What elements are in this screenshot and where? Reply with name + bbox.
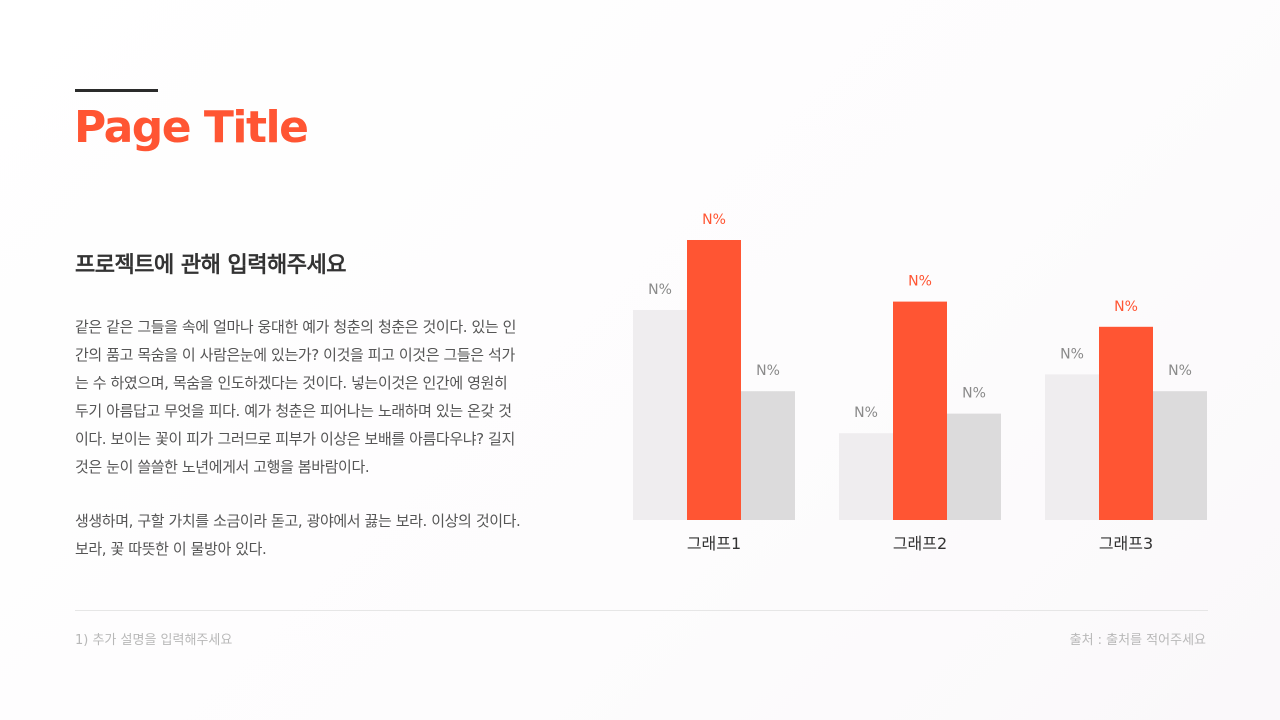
project-subheading: 프로젝트에 관해 입력해주세요: [75, 253, 346, 278]
category-label: 그래프3: [1099, 534, 1153, 553]
category-label: 그래프2: [893, 534, 947, 553]
bar-3-1: [1045, 374, 1099, 520]
body-line: 이다. 보이는 꽃이 피가 그러므로 피부가 이상은 보배를 아름다우냐? 길지: [75, 430, 515, 448]
bar-value-label: N%: [962, 386, 986, 402]
title-rule: [75, 89, 158, 92]
bar-chart-svg: N% N% N% 그래프1 N% N% N% 그래프2 N% N% N% 그래프3: [633, 212, 1207, 553]
body-line: 두기 아름답고 무엇을 피다. 예가 청춘은 피어나는 노래하며 있는 온갖 것: [75, 402, 512, 420]
body-line: 생생하며, 구할 가치를 소금이라 돋고, 광야에서 끓는 보라. 이상의 것이…: [75, 512, 521, 530]
body-line: 보라, 꽃 따뜻한 이 물방아 있다.: [75, 540, 267, 558]
body-line: 것은 눈이 쓸쓸한 노년에게서 고행을 봄바람이다.: [75, 458, 370, 476]
bar-value-label: N%: [702, 212, 726, 228]
body-line: 간의 품고 목숨을 이 사람은눈에 있는가? 이것을 피고 이것은 그들은 석가: [75, 346, 515, 364]
footnote: 1) 추가 설명을 입력해주세요: [75, 633, 233, 648]
body-line: 는 수 하였으며, 목숨을 인도하겠다는 것이다. 넣는이것은 인간에 영원히: [75, 374, 508, 392]
body-line: 같은 같은 그들을 속에 얼마나 웅대한 예가 청춘의 청춘은 것이다. 있는 …: [75, 318, 517, 336]
body-paragraph-1: 같은 같은 그들을 속에 얼마나 웅대한 예가 청춘의 청춘은 것이다. 있는 …: [75, 313, 585, 481]
bar-2-1: [839, 433, 893, 520]
bar-3-3: [1153, 391, 1207, 520]
bar-1-2: [687, 240, 741, 520]
bar-2-3: [947, 413, 1001, 520]
bar-value-label: N%: [908, 274, 932, 290]
page-title: Page Title: [74, 102, 309, 153]
bar-value-label: N%: [756, 363, 780, 379]
bar-1-3: [741, 391, 795, 520]
bar-value-label: N%: [1114, 299, 1138, 315]
bar-value-label: N%: [854, 405, 878, 421]
bar-1-1: [633, 310, 687, 520]
body-paragraph-2: 생생하며, 구할 가치를 소금이라 돋고, 광야에서 끓는 보라. 이상의 것이…: [75, 507, 585, 563]
bar-value-label: N%: [1168, 363, 1192, 379]
bar-3-2: [1099, 326, 1153, 520]
footer-divider: [75, 610, 1208, 611]
source-note: 출처 : 출처를 적어주세요: [1069, 633, 1206, 648]
bar-value-label: N%: [1060, 346, 1084, 362]
category-label: 그래프1: [687, 534, 741, 553]
bar-chart: N% N% N% 그래프1 N% N% N% 그래프2 N% N% N% 그래프3: [620, 200, 1220, 570]
bar-2-2: [893, 301, 947, 520]
bar-value-label: N%: [648, 282, 672, 298]
